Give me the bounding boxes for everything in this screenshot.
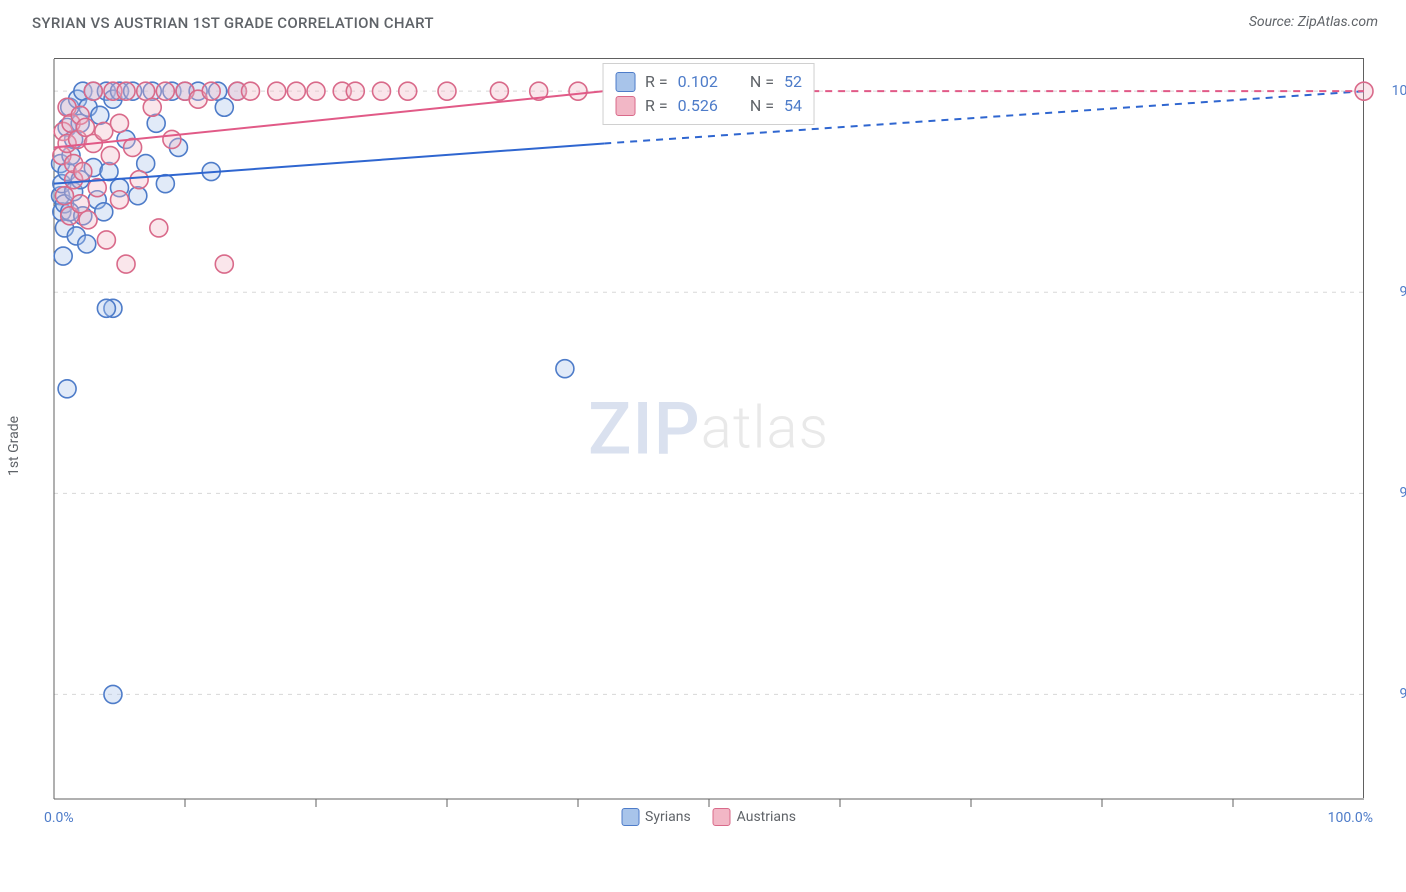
source-attribution: Source: ZipAtlas.com bbox=[1249, 14, 1378, 30]
n-value-syrians: 52 bbox=[784, 70, 802, 94]
legend-item-austrians: Austrians bbox=[713, 808, 796, 826]
legend-label-syrians: Syrians bbox=[645, 809, 691, 825]
correlation-stats-box: R = 0.102 N = 52 R = 0.526 N = 54 bbox=[602, 63, 815, 125]
x-axis-max-label: 100.0% bbox=[1328, 810, 1373, 826]
r-label: R = bbox=[645, 70, 668, 94]
legend-swatch-syrians bbox=[621, 808, 639, 826]
n-label: N = bbox=[750, 70, 774, 94]
y-tick-label: 92.5% bbox=[1399, 686, 1406, 702]
y-tick-label: 97.5% bbox=[1399, 284, 1406, 300]
scatter-plot-svg bbox=[54, 59, 1364, 799]
chart-plot-area: ZIP atlas 100.0%97.5%95.0%92.5% 0.0% 100… bbox=[54, 58, 1364, 798]
stats-swatch-austrians bbox=[615, 96, 635, 116]
stats-swatch-syrians bbox=[615, 72, 635, 92]
chart-title: SYRIAN VS AUSTRIAN 1ST GRADE CORRELATION… bbox=[32, 14, 434, 32]
legend-label-austrians: Austrians bbox=[737, 809, 796, 825]
stats-row-syrians: R = 0.102 N = 52 bbox=[615, 70, 802, 94]
x-axis-min-label: 0.0% bbox=[44, 810, 74, 826]
y-tick-label: 95.0% bbox=[1399, 485, 1406, 501]
stats-row-austrians: R = 0.526 N = 54 bbox=[615, 94, 802, 118]
r-label: R = bbox=[645, 94, 668, 118]
n-value-austrians: 54 bbox=[784, 94, 802, 118]
n-label: N = bbox=[750, 94, 774, 118]
legend-item-syrians: Syrians bbox=[621, 808, 691, 826]
legend-swatch-austrians bbox=[713, 808, 731, 826]
r-value-syrians: 0.102 bbox=[678, 70, 718, 94]
y-tick-label: 100.0% bbox=[1392, 83, 1406, 99]
y-axis-label: 1st Grade bbox=[6, 416, 22, 476]
r-value-austrians: 0.526 bbox=[678, 94, 718, 118]
legend: Syrians Austrians bbox=[621, 808, 796, 826]
